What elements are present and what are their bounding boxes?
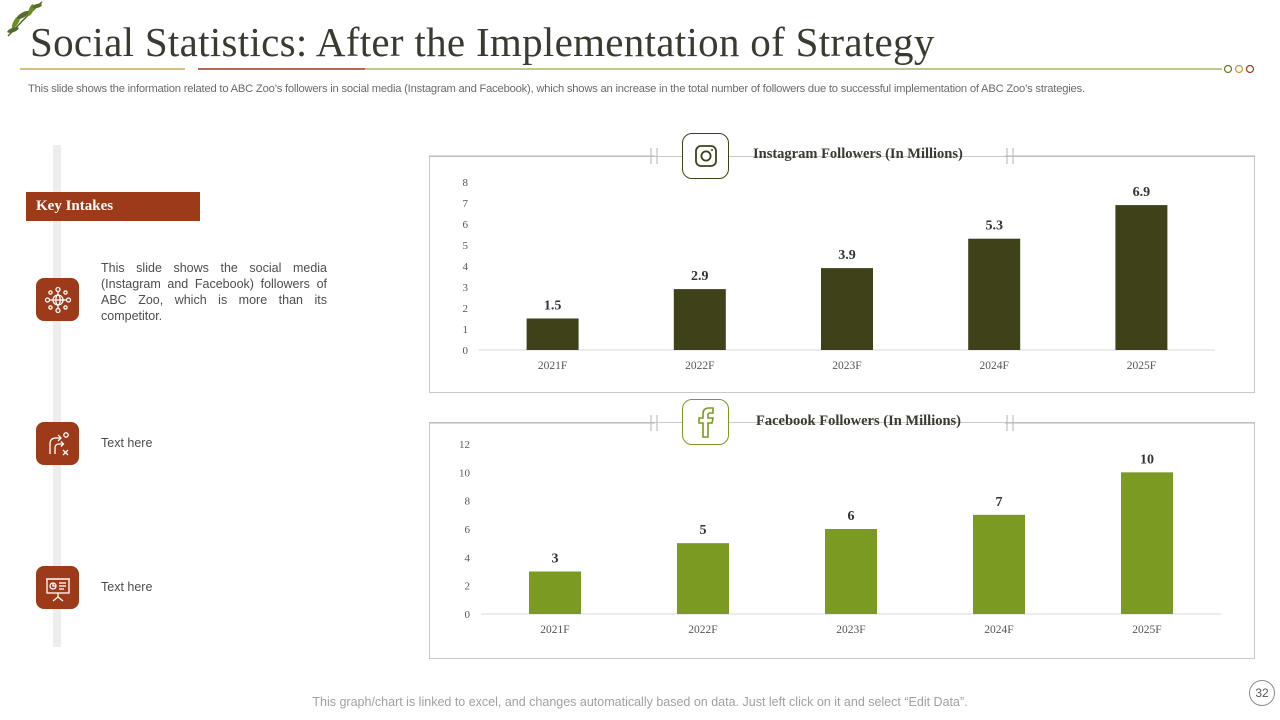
instagram-bar [968, 238, 1021, 350]
facebook-x-tick-label: 2021F [540, 624, 569, 636]
facebook-x-tick-label: 2022F [688, 624, 717, 636]
facebook-data-label: 7 [996, 495, 1003, 510]
strategy-board-icon [48, 431, 69, 455]
instagram-y-tick-label: 8 [463, 177, 469, 189]
facebook-x-tick-label: 2025F [1132, 624, 1161, 636]
facebook-y-tick-label: 12 [459, 439, 470, 451]
instagram-icon-box [682, 133, 729, 179]
instagram-icon [694, 145, 717, 167]
facebook-y-tick-label: 10 [459, 467, 471, 479]
instagram-x-tick-label: 2023F [832, 360, 861, 372]
instagram-data-label: 6.9 [1133, 185, 1151, 200]
page-title: Social Statistics: After the Implementat… [30, 19, 935, 65]
instagram-y-tick-label: 5 [463, 240, 469, 252]
slide-description: This slide shows the information related… [28, 83, 1085, 95]
instagram-x-tick-label: 2025F [1127, 360, 1156, 372]
instagram-y-tick-label: 2 [463, 303, 469, 315]
instagram-data-label: 5.3 [985, 219, 1003, 234]
point-3-badge [36, 566, 79, 609]
instagram-x-tick-label: 2021F [538, 360, 567, 372]
facebook-chart-frame [429, 422, 1255, 659]
facebook-bar [529, 571, 581, 614]
instagram-y-tick-label: 7 [463, 198, 469, 210]
facebook-bar [825, 529, 877, 614]
point-1-text: This slide shows the social media (Insta… [101, 261, 327, 323]
facebook-y-tick-label: 8 [465, 496, 471, 508]
facebook-x-tick-label: 2023F [836, 624, 865, 636]
instagram-data-label: 3.9 [838, 248, 856, 263]
point-3-text: Text here [101, 580, 153, 594]
instagram-y-tick-label: 6 [463, 219, 469, 231]
facebook-bar [677, 543, 729, 614]
facebook-chart-title: Facebook Followers (In Millions) [756, 413, 962, 429]
instagram-x-tick-label: 2022F [685, 360, 714, 372]
point-2-text: Text here [101, 436, 153, 450]
instagram-chart-header-lines [429, 148, 1255, 164]
leaf-decoration-icon [7, 1, 43, 37]
facebook-y-tick-label: 0 [465, 609, 471, 621]
instagram-y-tick-label: 1 [463, 324, 469, 336]
instagram-y-tick-label: 0 [463, 345, 469, 357]
page-number: 32 [1249, 680, 1275, 706]
instagram-data-label: 1.5 [544, 299, 562, 314]
instagram-bar [673, 289, 726, 350]
facebook-icon [697, 407, 714, 438]
instagram-bar-chart: 0 1 2 3 4 5 6 7 8 1.5 2021F 2.9 2022F 3.9 2023F 5.3 2024… [463, 177, 1215, 372]
facebook-icon-box [682, 399, 729, 445]
instagram-y-tick-label: 4 [463, 261, 469, 273]
facebook-data-label: 6 [848, 509, 855, 524]
facebook-bar [1121, 472, 1173, 614]
facebook-y-tick-label: 6 [465, 524, 471, 536]
key-intakes-heading: Key Intakes [26, 192, 200, 221]
instagram-bar [821, 268, 873, 350]
facebook-x-tick-label: 2024F [984, 624, 1013, 636]
facebook-y-tick-label: 2 [465, 581, 471, 593]
facebook-bar-chart: 0 2 4 6 8 10 12 3 2021F 5 2022F 6 2023F 7 2024F 10 2025F [459, 439, 1221, 636]
timeline-bar [53, 145, 61, 647]
point-2-badge [36, 422, 79, 465]
facebook-chart-header-lines [429, 415, 1255, 431]
facebook-bar [973, 514, 1025, 614]
facebook-data-label: 3 [552, 552, 559, 567]
instagram-chart-title: Instagram Followers (In Millions) [753, 146, 963, 162]
instagram-data-label: 2.9 [691, 269, 709, 284]
instagram-bar [1115, 205, 1168, 350]
instagram-bar [526, 318, 579, 350]
facebook-data-label: 10 [1140, 452, 1154, 467]
facebook-data-label: 5 [700, 523, 707, 538]
point-1-badge [36, 278, 79, 321]
instagram-x-tick-label: 2024F [979, 360, 1008, 372]
globe-network-icon [44, 286, 71, 313]
footnote: This graph/chart is linked to excel, and… [312, 695, 968, 709]
title-divider [20, 64, 1255, 74]
instagram-y-tick-label: 3 [463, 282, 469, 294]
facebook-y-tick-label: 4 [465, 552, 471, 564]
presentation-board-icon [45, 577, 70, 602]
